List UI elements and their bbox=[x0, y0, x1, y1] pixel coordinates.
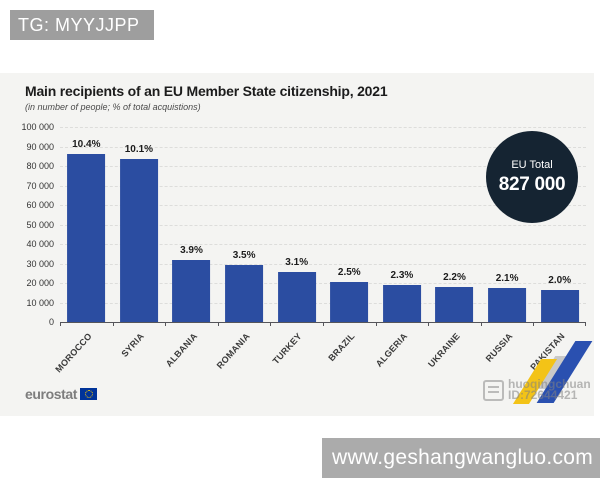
watermark-seal-icon bbox=[483, 379, 504, 401]
y-axis-tick-label: 0 bbox=[48, 317, 54, 327]
x-axis-tick bbox=[270, 322, 272, 326]
watermark-line1: huoqingchuan bbox=[508, 377, 591, 391]
y-axis-tick-label: 100 000 bbox=[21, 122, 54, 132]
x-axis-category-label: UKRAINE bbox=[426, 331, 462, 370]
x-axis-category-label: ALBANIA bbox=[163, 331, 199, 369]
y-axis-tick-label: 10 000 bbox=[26, 297, 54, 308]
bar-brazil bbox=[330, 282, 369, 322]
bar-slot: 3.9% ALBANIA bbox=[163, 127, 218, 369]
y-axis-tick-label: 90 000 bbox=[26, 141, 54, 152]
bar-value-label: 3.9% bbox=[180, 244, 203, 256]
x-axis-tick bbox=[217, 322, 219, 326]
bar-value-label: 2.0% bbox=[548, 274, 572, 286]
bar-value-label: 2.5% bbox=[337, 267, 361, 279]
x-axis-category-label: TURKEY bbox=[271, 331, 305, 367]
bar-ukraine bbox=[435, 286, 474, 322]
watermark-line2: ID:72644421 bbox=[508, 388, 578, 402]
gridline bbox=[60, 205, 586, 206]
bar-slot: 3.1% TURKEY bbox=[270, 127, 323, 366]
bar-algeria bbox=[382, 284, 421, 322]
y-axis-tick-label: 30 000 bbox=[26, 258, 54, 269]
x-axis-tick bbox=[60, 322, 61, 326]
bar-slot: 2.2% UKRAINE bbox=[426, 127, 481, 369]
bar-value-label: 2.3% bbox=[390, 269, 414, 281]
x-axis-tick bbox=[585, 322, 586, 326]
x-axis-tick bbox=[480, 322, 482, 326]
eurostat-logo: eurostat bbox=[25, 386, 98, 402]
eu-total-value: 827 000 bbox=[498, 173, 566, 195]
plot-area: 100 000 90 000 80 000 70 000 60 000 50 000 40 … bbox=[21, 122, 586, 374]
watermark-text: huoqingchuan ID:72644421 bbox=[483, 377, 591, 402]
y-axis-tick-label: 50 000 bbox=[26, 219, 54, 230]
chart-card: Main recipients of an EU Member State ci… bbox=[0, 73, 594, 416]
bar-slot: 2.1% RUSSIA bbox=[481, 127, 534, 364]
x-axis-tick bbox=[323, 322, 324, 326]
bar-slot: 3.5% ROMANIA bbox=[214, 127, 271, 371]
x-axis-category-label: ROMANIA bbox=[214, 331, 252, 371]
x-axis-category-label: SYRIA bbox=[119, 331, 147, 359]
x-axis-category-label: BRAZIL bbox=[326, 331, 357, 364]
x-axis-tick bbox=[165, 322, 167, 326]
x-axis-tick bbox=[533, 322, 535, 326]
bar-slot: 10.1% SYRIA bbox=[113, 127, 166, 359]
eu-total-circle: EU Total 827 000 bbox=[486, 131, 578, 223]
bar-value-label: 10.1% bbox=[124, 144, 154, 156]
bar-albania bbox=[172, 259, 211, 322]
gridline bbox=[60, 302, 586, 304]
tg-watermark-badge: TG: MYYJJPP bbox=[10, 10, 154, 40]
gridline bbox=[60, 166, 586, 167]
y-axis-tick-label: 70 000 bbox=[26, 180, 54, 191]
bar-pakistan bbox=[540, 289, 579, 322]
gridline bbox=[60, 224, 586, 226]
x-axis-tick bbox=[112, 322, 114, 326]
tg-watermark-label: TG: MYYJJPP bbox=[18, 15, 140, 35]
gridline bbox=[60, 185, 586, 187]
y-axis-tick-label: 60 000 bbox=[26, 200, 54, 210]
url-watermark-text: www.geshangwangluo.com bbox=[332, 446, 594, 469]
bar-value-label: 2.1% bbox=[495, 273, 519, 285]
gridline bbox=[60, 283, 586, 284]
gridline bbox=[60, 127, 586, 128]
bar-syria bbox=[119, 159, 158, 322]
bar-russia bbox=[488, 288, 527, 322]
x-axis-category-label: MOROCCO bbox=[53, 331, 94, 375]
bar-morocco bbox=[67, 154, 106, 322]
x-axis-tick bbox=[428, 322, 430, 326]
bar-slot: 2.0% PAKISTAN bbox=[529, 127, 586, 372]
gridline bbox=[60, 263, 586, 265]
eu-total-label: EU Total bbox=[511, 158, 553, 171]
chart-subtitle: (in number of people; % of total acquist… bbox=[25, 102, 201, 112]
chart-title: Main recipients of an EU Member State ci… bbox=[25, 83, 388, 99]
x-axis-category-label: ALGERIA bbox=[373, 331, 410, 369]
bar-turkey bbox=[277, 272, 316, 322]
bar-value-label: 3.5% bbox=[232, 250, 256, 262]
gridline bbox=[60, 244, 586, 245]
eu-flag-icon bbox=[80, 388, 98, 400]
bar-value-label: 2.2% bbox=[443, 271, 466, 283]
x-axis-category-label: RUSSIA bbox=[483, 331, 515, 364]
y-axis-tick-label: 20 000 bbox=[26, 278, 54, 288]
bar-slot: 2.3% ALGERIA bbox=[374, 127, 429, 369]
eu-flag-stars bbox=[85, 390, 94, 398]
url-watermark-bar: www.geshangwangluo.com bbox=[322, 438, 600, 478]
gridline bbox=[60, 146, 586, 148]
bar-slot: 2.5% BRAZIL bbox=[323, 127, 376, 363]
bar-romania bbox=[225, 265, 264, 322]
bar-value-label: 3.1% bbox=[285, 257, 309, 269]
y-axis-tick-label: 80 000 bbox=[26, 161, 54, 171]
x-axis-tick bbox=[375, 322, 377, 326]
bar-slot: 10.4% MOROCCO bbox=[53, 127, 113, 374]
bar-value-label: 10.4% bbox=[72, 139, 101, 151]
eurostat-wordmark: eurostat bbox=[25, 386, 78, 402]
y-axis-tick-label: 40 000 bbox=[26, 239, 54, 249]
